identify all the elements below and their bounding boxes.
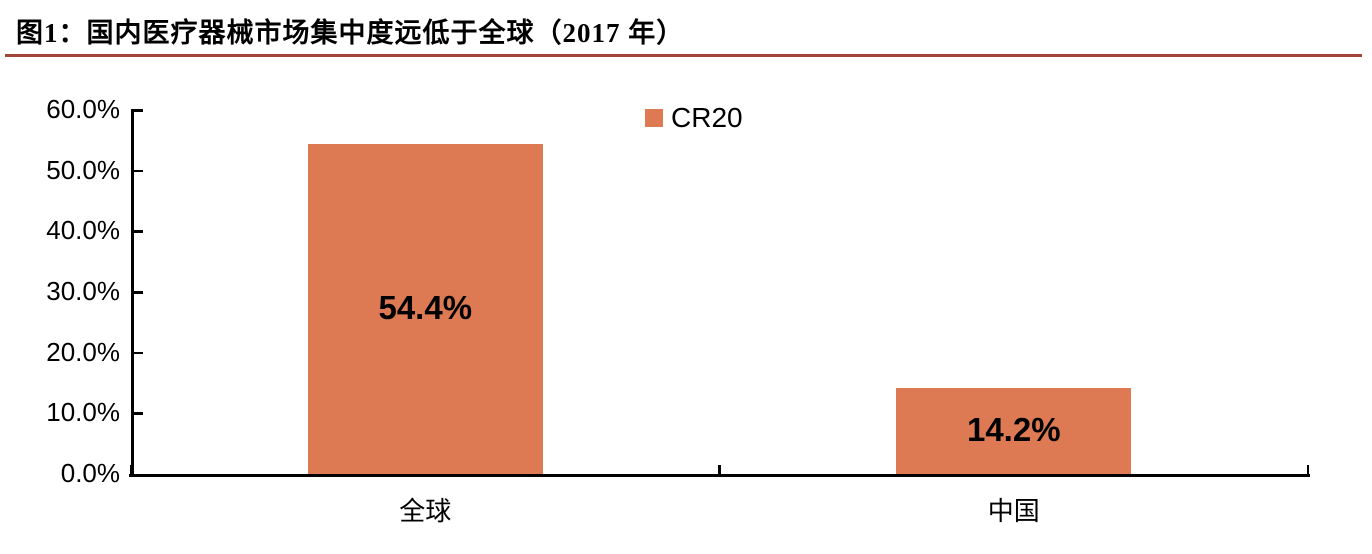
x-axis-tick-mark: [718, 465, 721, 474]
y-axis-tick-mark: [133, 169, 143, 173]
bar-全球: [307, 143, 543, 474]
figure-title: 图1：国内医疗器械市场集中度远低于全球（2017 年）: [16, 18, 685, 48]
y-axis-tick-label: 30.0%: [46, 275, 120, 306]
y-axis-tick-label: 50.0%: [46, 154, 120, 185]
y-axis-tick-label: 60.0%: [46, 93, 120, 124]
y-axis-tick-label: 0.0%: [60, 457, 120, 488]
title-underline: [5, 54, 1362, 57]
y-axis-tick-label: 20.0%: [46, 336, 120, 367]
x-axis-line: [129, 474, 1310, 477]
y-axis-tick-mark: [133, 412, 143, 415]
bar-中国: [896, 387, 1132, 474]
y-axis-line: [131, 109, 134, 474]
legend-label: CR20: [671, 102, 743, 133]
y-axis-tick-mark: [133, 230, 143, 233]
y-axis-tick-mark: [133, 109, 143, 112]
y-axis-tick-label: 40.0%: [46, 215, 120, 246]
legend: CR20: [645, 102, 743, 134]
y-axis-tick-mark: [133, 291, 143, 294]
x-axis-tick-mark: [1306, 465, 1310, 474]
x-axis-tick-mark: [129, 465, 133, 474]
bar-value-label: 54.4%: [378, 289, 473, 327]
x-axis-category-label: 中国: [987, 496, 1040, 526]
y-axis-tick-label: 10.0%: [46, 397, 120, 428]
legend-swatch-icon: [645, 109, 663, 128]
y-axis-tick-mark: [133, 351, 143, 355]
bar-value-label: 14.2%: [966, 411, 1061, 449]
x-axis-category-label: 全球: [399, 496, 452, 526]
